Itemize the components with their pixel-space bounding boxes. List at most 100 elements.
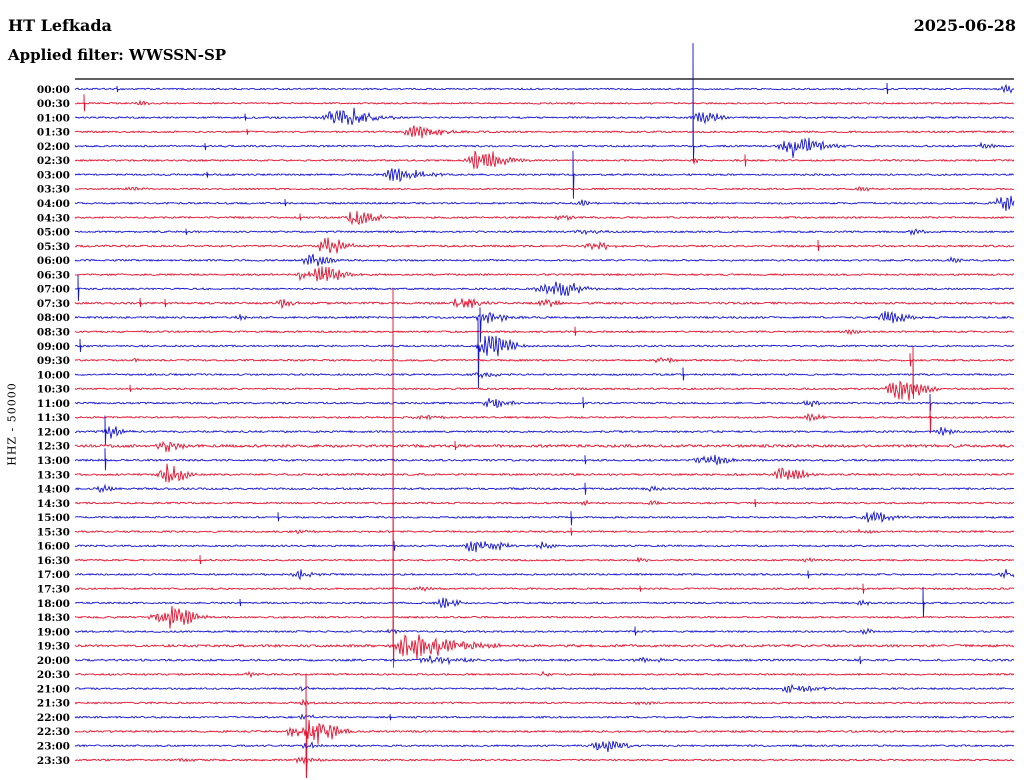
row-time-label: 17:30 bbox=[37, 584, 70, 596]
row-time-label: 21:00 bbox=[37, 683, 70, 695]
row-time-label: 05:30 bbox=[37, 241, 70, 253]
trace-row-18:30 bbox=[74, 605, 1015, 629]
trace-row-12:30 bbox=[74, 440, 1015, 452]
row-time-label: 19:00 bbox=[37, 626, 70, 638]
row-time-label: 14:30 bbox=[37, 498, 70, 510]
row-time-label: 10:30 bbox=[37, 384, 70, 396]
row-time-label: 09:30 bbox=[37, 355, 70, 367]
trace-row-23:30 bbox=[74, 747, 1015, 779]
trace-row-05:30 bbox=[74, 237, 1015, 254]
trace-row-01:00 bbox=[74, 107, 1015, 125]
row-time-label: 01:00 bbox=[37, 112, 70, 124]
row-time-label: 08:00 bbox=[37, 312, 70, 324]
trace-row-20:00 bbox=[74, 655, 1015, 666]
trace-row-06:00 bbox=[74, 253, 1015, 267]
trace-row-00:00 bbox=[74, 82, 1015, 95]
row-time-label: 07:30 bbox=[37, 298, 70, 310]
row-time-label: 15:00 bbox=[37, 512, 70, 524]
trace-row-21:30 bbox=[74, 698, 1015, 707]
trace-row-13:00 bbox=[74, 448, 1015, 471]
trace-row-04:30 bbox=[74, 210, 1015, 226]
trace-row-10:30 bbox=[74, 346, 1015, 401]
trace-row-00:30 bbox=[74, 94, 1015, 112]
row-time-label: 07:00 bbox=[37, 284, 70, 296]
row-time-label: 22:00 bbox=[37, 712, 70, 724]
row-time-label: 04:00 bbox=[37, 198, 70, 210]
trace-row-06:30 bbox=[74, 266, 1015, 282]
trace-row-12:00 bbox=[74, 415, 1015, 446]
row-time-label: 03:00 bbox=[37, 170, 70, 182]
row-time-label: 18:00 bbox=[37, 598, 70, 610]
trace-row-03:00 bbox=[74, 150, 1015, 199]
trace-row-14:30 bbox=[74, 498, 1015, 508]
row-time-label: 22:30 bbox=[37, 726, 70, 738]
row-time-label: 23:30 bbox=[37, 755, 70, 767]
row-time-label: 06:30 bbox=[37, 269, 70, 281]
trace-row-11:30 bbox=[74, 403, 1015, 434]
trace-row-23:00 bbox=[74, 740, 1015, 753]
trace-row-11:00 bbox=[74, 394, 1015, 412]
trace-row-21:00 bbox=[74, 683, 1015, 694]
row-time-label: 19:30 bbox=[37, 641, 70, 653]
row-time-label: 02:00 bbox=[37, 141, 70, 153]
row-time-label: 12:00 bbox=[37, 426, 70, 438]
trace-row-19:00 bbox=[74, 626, 1015, 636]
row-time-label: 12:30 bbox=[37, 441, 70, 453]
trace-row-19:30 bbox=[74, 287, 1015, 668]
trace-row-16:00 bbox=[74, 540, 1015, 553]
trace-row-17:00 bbox=[74, 569, 1015, 581]
trace-row-22:00 bbox=[74, 713, 1015, 721]
row-time-label: 02:30 bbox=[37, 155, 70, 167]
row-time-label: 00:00 bbox=[37, 84, 70, 96]
row-time-label: 18:30 bbox=[37, 612, 70, 624]
trace-row-03:30 bbox=[74, 186, 1015, 192]
row-time-label: 11:30 bbox=[37, 412, 70, 424]
row-time-label: 04:30 bbox=[37, 212, 70, 224]
trace-row-20:30 bbox=[74, 670, 1015, 679]
trace-row-08:30 bbox=[74, 326, 1015, 336]
trace-row-07:00 bbox=[74, 274, 1015, 301]
row-time-label: 06:00 bbox=[37, 255, 70, 267]
trace-row-02:30 bbox=[74, 150, 1015, 169]
trace-row-05:00 bbox=[74, 228, 1015, 237]
trace-row-09:00 bbox=[74, 317, 1015, 389]
trace-row-15:30 bbox=[74, 527, 1015, 536]
station-title: HT Lefkada bbox=[8, 16, 112, 35]
row-time-label: 13:30 bbox=[37, 469, 70, 481]
trace-row-08:00 bbox=[74, 307, 1015, 343]
trace-row-13:30 bbox=[74, 463, 1015, 483]
row-time-label: 23:00 bbox=[37, 741, 70, 753]
row-time-label: 10:00 bbox=[37, 369, 70, 381]
row-time-label: 16:30 bbox=[37, 555, 70, 567]
trace-row-14:00 bbox=[74, 482, 1015, 495]
trace-row-22:30 bbox=[74, 673, 1015, 778]
row-time-label: 11:00 bbox=[37, 398, 70, 410]
date-label: 2025-06-28 bbox=[913, 16, 1016, 35]
row-time-label: 09:00 bbox=[37, 341, 70, 353]
row-time-label: 17:00 bbox=[37, 569, 70, 581]
trace-row-15:00 bbox=[74, 510, 1015, 526]
trace-row-02:00 bbox=[74, 43, 1015, 162]
row-time-label: 15:30 bbox=[37, 526, 70, 538]
trace-row-09:30 bbox=[74, 353, 1015, 367]
row-time-label: 08:30 bbox=[37, 327, 70, 339]
row-time-label: 16:00 bbox=[37, 541, 70, 553]
trace-row-04:00 bbox=[74, 195, 1015, 212]
trace-row-18:00 bbox=[74, 586, 1015, 618]
row-time-label: 20:00 bbox=[37, 655, 70, 667]
trace-row-01:30 bbox=[74, 125, 1015, 139]
row-time-label: 05:00 bbox=[37, 227, 70, 239]
filter-label: Applied filter: WWSSN-SP bbox=[8, 46, 227, 64]
trace-row-16:30 bbox=[74, 555, 1015, 565]
trace-row-17:30 bbox=[74, 583, 1015, 594]
row-time-label: 21:30 bbox=[37, 698, 70, 710]
row-time-label: 13:00 bbox=[37, 455, 70, 467]
trace-row-07:30 bbox=[74, 297, 1015, 310]
row-time-label: 03:30 bbox=[37, 184, 70, 196]
row-time-label: 01:30 bbox=[37, 127, 70, 139]
row-time-label: 14:00 bbox=[37, 484, 70, 496]
row-time-label: 20:30 bbox=[37, 669, 70, 681]
trace-row-10:00 bbox=[74, 367, 1015, 381]
